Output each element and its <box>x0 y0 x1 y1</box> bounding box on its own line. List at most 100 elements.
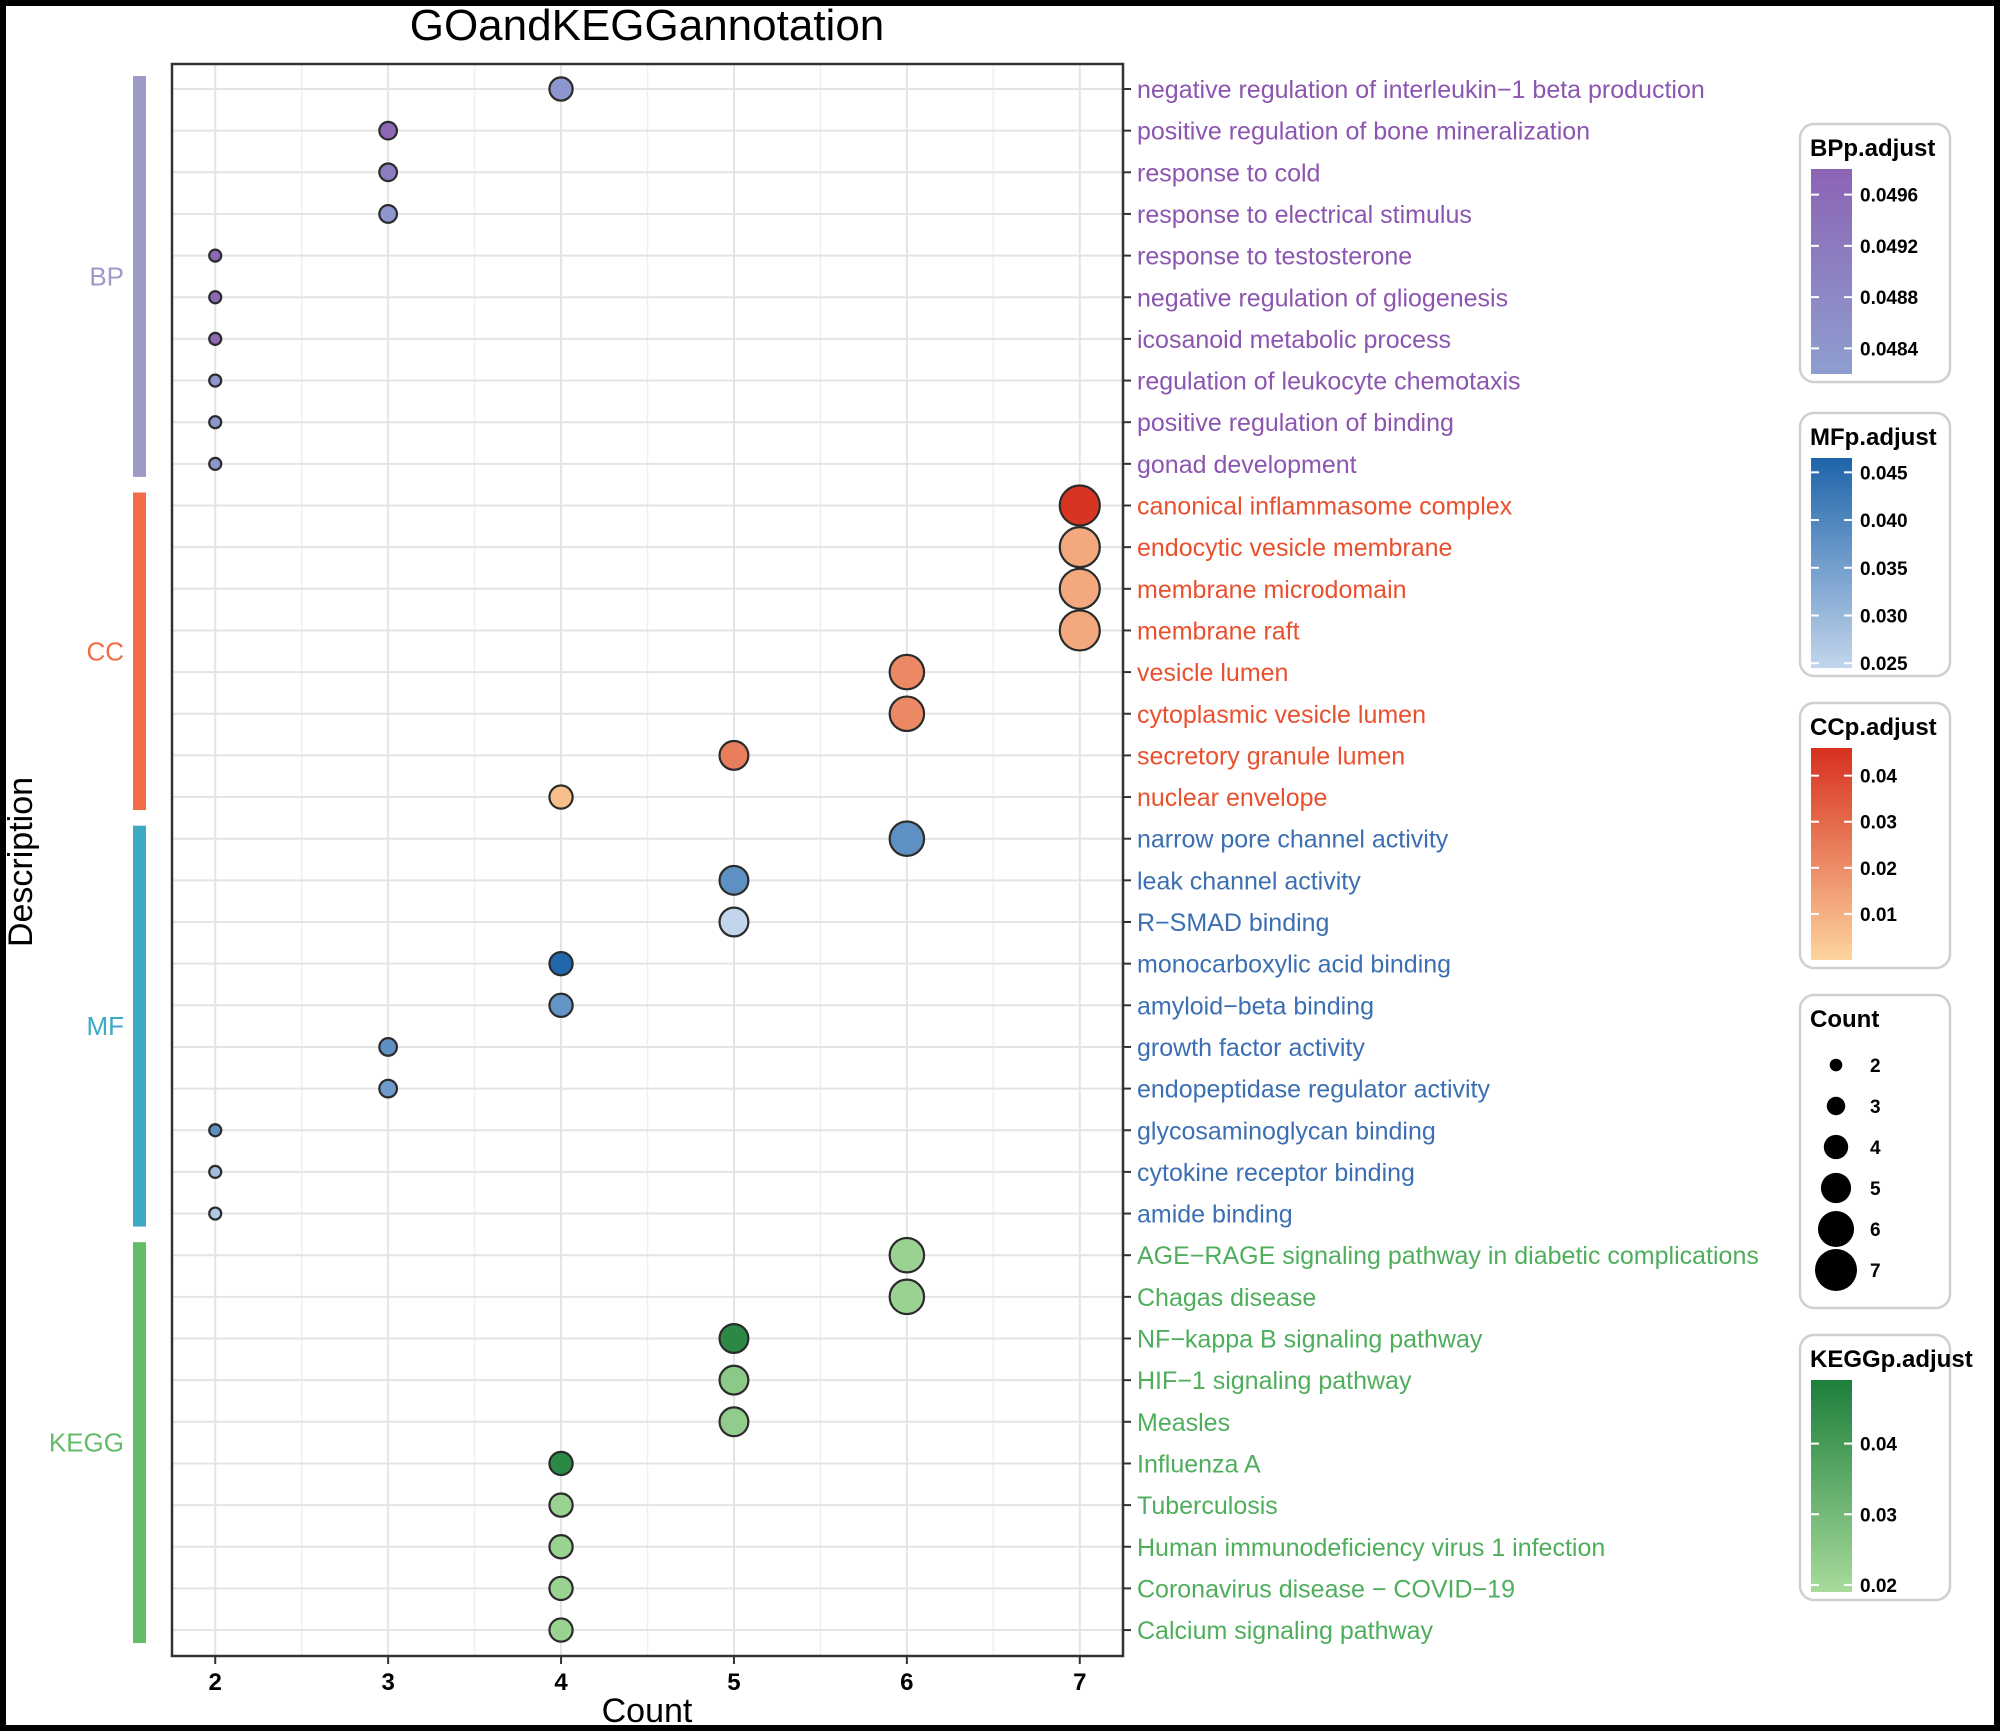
data-point <box>888 820 926 858</box>
y-tick-label: vesicle lumen <box>1137 659 1288 687</box>
data-point <box>548 1617 574 1643</box>
colorbar-tick-label: 0.0492 <box>1860 237 1918 258</box>
data-point <box>718 739 750 771</box>
colorbar-tick-label: 0.03 <box>1860 1505 1897 1526</box>
size-key-label: 6 <box>1870 1220 1881 1241</box>
size-key-dot <box>1826 1096 1846 1116</box>
y-tick-label: canonical inflammasome complex <box>1137 493 1513 521</box>
legend-title: MFp.adjust <box>1810 424 1937 451</box>
size-key-dot <box>1820 1172 1852 1204</box>
colorbar-tick-label: 0.02 <box>1860 859 1897 880</box>
panel-border <box>170 62 1125 1658</box>
colorbar-tick-label: 0.030 <box>1860 607 1908 628</box>
y-tick-label: Human immunodeficiency virus 1 infection <box>1137 1534 1605 1562</box>
group-label-kegg: KEGG <box>49 1428 124 1458</box>
colorbar-tick-label: 0.0484 <box>1860 339 1919 360</box>
colorbar-tick-label: 0.04 <box>1860 1435 1897 1456</box>
y-tick-label: regulation of leukocyte chemotaxis <box>1137 368 1521 396</box>
size-key-dot <box>1829 1058 1843 1072</box>
y-tick-label: Coronavirus disease − COVID−19 <box>1137 1575 1515 1603</box>
y-tick-label: amide binding <box>1137 1201 1293 1229</box>
data-point <box>888 653 926 691</box>
y-tick-label: positive regulation of binding <box>1137 409 1454 437</box>
data-point <box>208 1206 223 1221</box>
data-point <box>718 1364 750 1396</box>
data-point <box>718 1406 750 1438</box>
data-point <box>208 373 223 388</box>
y-tick-label: Measles <box>1137 1409 1230 1437</box>
y-tick-label: HIF−1 signaling pathway <box>1137 1367 1412 1395</box>
y-tick-label: leak channel activity <box>1137 867 1361 895</box>
y-tick-label: amyloid−beta binding <box>1137 992 1374 1020</box>
data-point <box>548 784 574 810</box>
y-tick-label: membrane microdomain <box>1137 576 1407 604</box>
y-tick-label: glycosaminoglycan binding <box>1137 1117 1436 1145</box>
x-tick-label: 3 <box>381 1669 394 1696</box>
y-tick-label: R−SMAD binding <box>1137 909 1329 937</box>
data-point <box>888 695 926 733</box>
y-tick-label: monocarboxylic acid binding <box>1137 951 1451 979</box>
size-key-label: 3 <box>1870 1097 1881 1118</box>
group-bar-bp <box>133 76 146 477</box>
data-point <box>208 415 223 430</box>
data-point <box>378 1037 399 1057</box>
colorbar-tick-label: 0.01 <box>1860 905 1897 926</box>
x-tick-label: 2 <box>209 1669 222 1696</box>
y-tick-label: AGE−RAGE signaling pathway in diabetic c… <box>1137 1242 1759 1270</box>
y-tick-label: membrane raft <box>1137 617 1300 645</box>
data-point <box>378 120 399 141</box>
y-tick-label: gonad development <box>1137 451 1357 479</box>
y-tick-label: Influenza A <box>1137 1450 1261 1478</box>
data-point <box>378 1078 399 1099</box>
data-point <box>208 1123 223 1138</box>
legend-title: KEGGp.adjust <box>1810 1346 1973 1373</box>
data-point <box>1058 609 1101 652</box>
y-tick-label: response to testosterone <box>1137 243 1412 271</box>
y-tick-label: NF−kappa B signaling pathway <box>1137 1326 1483 1354</box>
group-bar-mf <box>133 825 146 1227</box>
legend-count: Count 2 3 4 5 6 7 <box>1798 993 1952 1310</box>
y-axis-title: Description <box>2 777 40 947</box>
x-tick-label: 6 <box>900 1669 913 1696</box>
legend-bpp-adjust: BPp.adjust 0.0484 0.0488 0.0492 0.0496 <box>1798 122 1952 384</box>
y-tick-label: icosanoid metabolic process <box>1137 326 1451 354</box>
group-label-cc: CC <box>86 636 124 666</box>
y-tick-label: Chagas disease <box>1137 1284 1316 1312</box>
colorbar <box>1811 1380 1852 1592</box>
legend-ccp-adjust: CCp.adjust 0.01 0.02 0.03 0.04 <box>1798 701 1952 970</box>
y-tick-label: nuclear envelope <box>1137 784 1327 812</box>
y-tick-label: narrow pore channel activity <box>1137 826 1449 854</box>
size-key-label: 2 <box>1870 1056 1881 1077</box>
legend-title: BPp.adjust <box>1810 135 1935 162</box>
data-point <box>1058 567 1101 610</box>
data-point <box>548 992 574 1019</box>
y-tick-label: negative regulation of gliogenesis <box>1137 284 1508 312</box>
colorbar-tick-label: 0.04 <box>1860 767 1897 788</box>
legend-title: Count <box>1810 1006 1879 1033</box>
data-point <box>718 864 750 896</box>
y-tick-label: negative regulation of interleukin−1 bet… <box>1137 76 1705 104</box>
colorbar-tick-label: 0.0488 <box>1860 288 1918 309</box>
y-tick-label: response to electrical stimulus <box>1137 201 1472 229</box>
data-point <box>208 1164 223 1180</box>
y-tick-label: Calcium signaling pathway <box>1137 1617 1433 1645</box>
data-point <box>378 204 399 224</box>
legend-title: CCp.adjust <box>1810 714 1937 741</box>
data-point <box>208 331 223 346</box>
colorbar <box>1811 748 1852 960</box>
size-key-label: 4 <box>1870 1138 1881 1159</box>
data-point <box>548 950 574 977</box>
y-tick-label: secretory granule lumen <box>1137 742 1405 770</box>
x-tick-label: 4 <box>554 1669 568 1696</box>
colorbar-tick-label: 0.045 <box>1860 463 1908 484</box>
size-key-dot <box>1815 1249 1857 1291</box>
y-tick-label: cytokine receptor binding <box>1137 1159 1415 1187</box>
x-tick-label: 5 <box>727 1669 740 1696</box>
size-key-label: 5 <box>1870 1179 1881 1200</box>
colorbar-tick-label: 0.03 <box>1860 813 1897 834</box>
data-point <box>208 456 223 471</box>
data-point <box>378 162 399 183</box>
y-tick-label: response to cold <box>1137 159 1320 187</box>
data-point <box>548 1575 574 1602</box>
colorbar-tick-label: 0.025 <box>1860 654 1908 675</box>
